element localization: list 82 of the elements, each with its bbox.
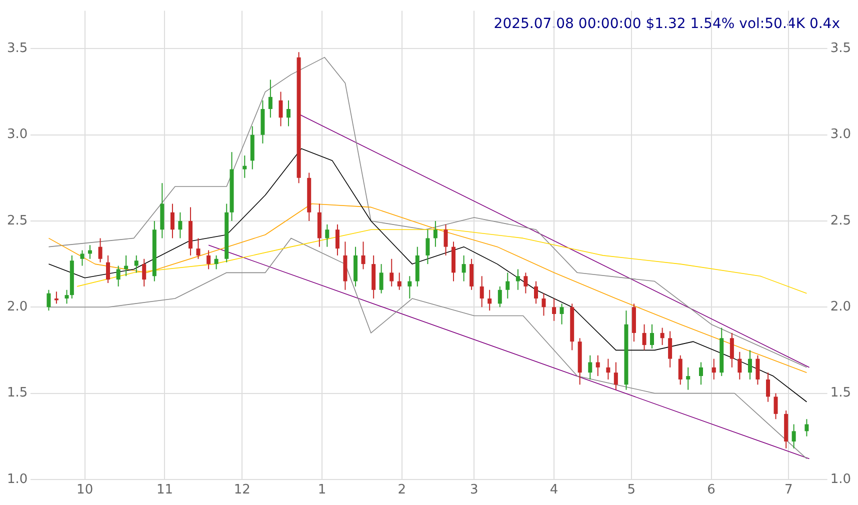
y2-tick-label: 1.0 xyxy=(830,472,852,487)
candlestick xyxy=(552,298,556,322)
candlestick xyxy=(397,272,402,290)
candlestick xyxy=(278,91,283,127)
candlestick xyxy=(668,330,672,368)
candlestick xyxy=(242,155,247,178)
candlestick xyxy=(134,254,138,274)
candlestick xyxy=(506,272,510,300)
candlestick xyxy=(686,366,690,390)
candlestick xyxy=(588,354,592,380)
y-tick-label: 3.0 xyxy=(6,127,28,142)
candlestick xyxy=(178,212,182,239)
y-tick-label: 3.5 xyxy=(6,41,28,56)
candlestick xyxy=(361,241,366,270)
candlestick xyxy=(444,224,448,256)
candlestick xyxy=(792,424,796,449)
candlestick xyxy=(756,354,760,386)
candlestick xyxy=(206,250,211,270)
candlestick xyxy=(80,250,84,266)
candlestick xyxy=(738,351,742,380)
candlestick xyxy=(606,358,610,380)
candlestick xyxy=(766,372,770,402)
y-tick-label: 1.5 xyxy=(6,386,28,401)
candlestick xyxy=(142,258,146,287)
candlestick xyxy=(804,418,809,437)
x-tick-label: 5 xyxy=(627,482,636,498)
candlestick xyxy=(596,354,600,377)
candlestick xyxy=(488,289,492,312)
candlestick xyxy=(698,362,703,386)
candlestick xyxy=(678,354,682,386)
x-tick-label: 6 xyxy=(707,482,716,498)
candlestick xyxy=(196,238,200,260)
candlestick xyxy=(433,220,438,248)
candlestick xyxy=(470,258,474,290)
y-tick-label: 2.5 xyxy=(6,213,28,228)
y2-tick-label: 2.0 xyxy=(830,299,852,314)
candlestick xyxy=(642,324,646,351)
x-tick-label: 12 xyxy=(234,482,250,498)
candlestick xyxy=(712,358,716,380)
y-tick-label: 1.0 xyxy=(6,472,28,487)
candlestick xyxy=(116,265,120,287)
candlestick xyxy=(98,238,102,263)
x-tick-label: 3 xyxy=(470,482,478,498)
candlestick xyxy=(748,350,752,380)
x-tick-label: 10 xyxy=(76,482,94,498)
candlestick xyxy=(268,79,272,118)
candlestick xyxy=(650,324,654,349)
x-tick-label: 2 xyxy=(398,482,406,498)
candlestick xyxy=(730,332,734,368)
candlestick xyxy=(335,224,340,256)
candlestick xyxy=(534,280,538,304)
candlestick xyxy=(379,264,384,294)
candlestick xyxy=(106,254,110,284)
candlestick xyxy=(390,258,394,287)
y2-tick-label: 2.5 xyxy=(830,213,852,228)
candlestick xyxy=(516,268,520,290)
candlestick xyxy=(64,289,69,304)
y2-tick-label: 1.5 xyxy=(830,386,852,401)
x-tick-label: 7 xyxy=(784,482,793,498)
x-tick-label: 11 xyxy=(156,482,174,498)
candlestick xyxy=(498,286,502,308)
candlestick xyxy=(660,327,664,346)
x-tick-label: 4 xyxy=(550,482,558,498)
candlestick xyxy=(46,289,51,312)
x-tick-label: 1 xyxy=(318,482,326,498)
candlestick xyxy=(480,276,484,308)
y2-tick-label: 3.5 xyxy=(830,41,852,56)
candlestick xyxy=(325,224,330,248)
candlestick xyxy=(408,276,412,300)
chart-title: 2025.07.08 00:00:00 $1.32 1.54% vol:50.4K 0.4x xyxy=(494,16,840,32)
candlestick xyxy=(286,100,290,127)
candlestick xyxy=(426,229,430,265)
y2-tick-label: 3.0 xyxy=(830,127,852,142)
candlestick xyxy=(170,203,174,239)
candlestick xyxy=(524,272,528,294)
candlestick xyxy=(774,392,778,420)
candlestick xyxy=(214,254,218,270)
candlestick xyxy=(542,292,546,316)
y-tick-label: 2.0 xyxy=(6,299,28,314)
candlestick xyxy=(560,303,564,325)
candlestick xyxy=(614,362,618,390)
candlestick xyxy=(462,254,466,282)
